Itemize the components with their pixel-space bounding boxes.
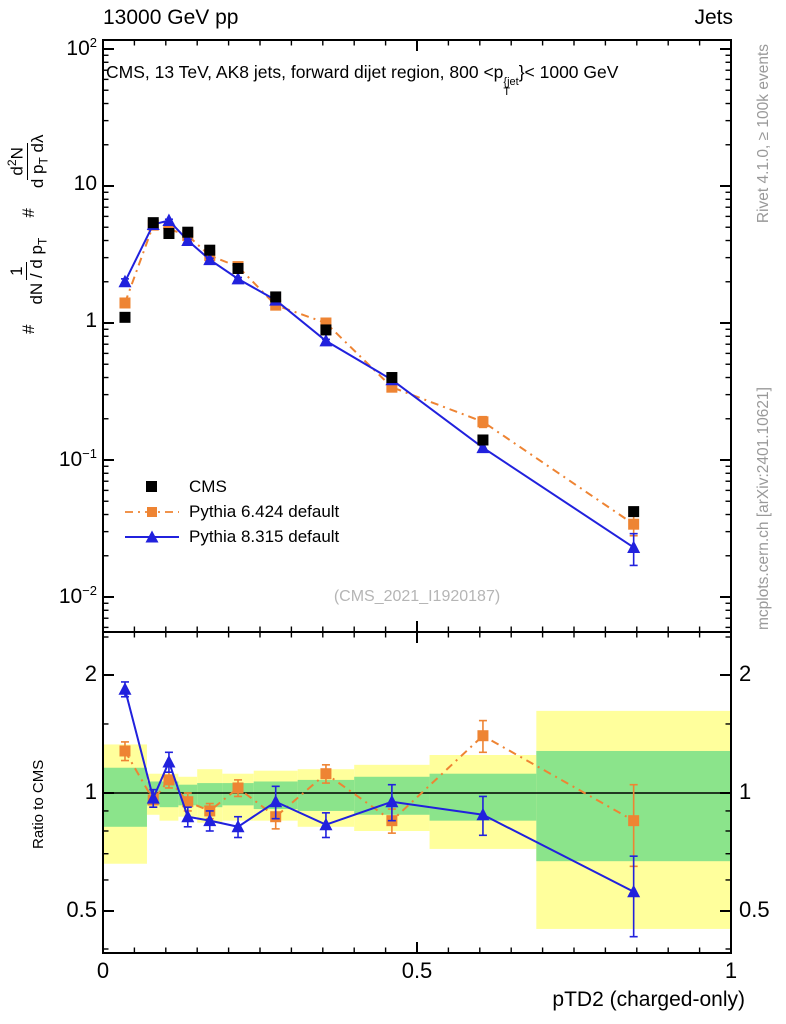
pythia8-marker-icon bbox=[125, 530, 179, 542]
rivet-version-credit: Rivet 4.1.0, ≥ 100k events bbox=[755, 44, 772, 223]
yaxis-fraction-1: 1 dN / d pT bbox=[6, 237, 50, 305]
legend: CMS Pythia 6.424 default Pythia 8.315 de… bbox=[125, 474, 339, 549]
legend-item-pythia8: Pythia 8.315 default bbox=[125, 524, 339, 549]
ratio-band-green bbox=[159, 781, 179, 808]
ratio-uncertainty-bands bbox=[103, 710, 731, 929]
main-series-cms bbox=[119, 217, 640, 518]
main-y-axis-title: # 1 dN / d pT # d2N d pT dλ bbox=[5, 131, 51, 335]
ratio-band-green bbox=[297, 779, 355, 811]
legend-item-pythia6: Pythia 6.424 default bbox=[125, 499, 339, 524]
ratio-y-axis-title: Ratio to CMS bbox=[30, 759, 47, 849]
plot-title: CMS, 13 TeV, AK8 jets, forward dijet reg… bbox=[106, 62, 619, 98]
legend-label: CMS bbox=[189, 476, 227, 496]
legend-label: Pythia 8.315 default bbox=[189, 526, 340, 546]
yaxis-fraction-2: d2N d pT dλ bbox=[5, 134, 51, 189]
analysis-id-watermark: (CMS_2021_I1920187) bbox=[333, 588, 501, 605]
ratio-series-pythia8 bbox=[118, 681, 641, 938]
beam-energy-header: 13000 GeV pp bbox=[103, 6, 239, 29]
pt-jet-supsub: {jet T bbox=[503, 76, 519, 98]
ratio-band-green bbox=[103, 767, 147, 827]
mcplots-arxiv-credit: mcplots.cern.ch [arXiv:2401.10621] bbox=[755, 387, 772, 630]
pythia6-marker-icon bbox=[125, 506, 179, 517]
legend-label: Pythia 6.424 default bbox=[189, 501, 340, 521]
x-axis-title: pTD2 (charged-only) bbox=[552, 988, 745, 1011]
analysis-group-header: Jets bbox=[694, 6, 733, 29]
axis-ticks bbox=[102, 40, 732, 953]
legend-item-cms: CMS bbox=[125, 474, 339, 499]
cms-marker-icon bbox=[146, 480, 157, 492]
